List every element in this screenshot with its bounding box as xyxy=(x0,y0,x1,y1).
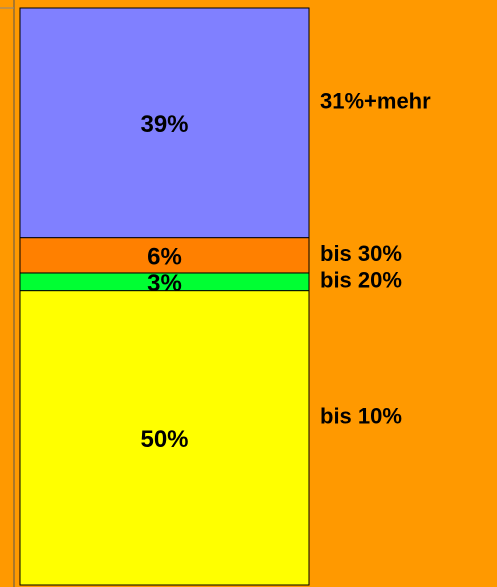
bar-segment xyxy=(19,7,310,239)
legend-label: bis 20% xyxy=(320,268,402,293)
legend-label: bis 10% xyxy=(320,404,402,429)
legend-label: bis 30% xyxy=(320,241,402,266)
bar-segment xyxy=(19,290,310,586)
data-label: 3% xyxy=(147,270,182,297)
bar-segment xyxy=(19,237,310,274)
data-label: 50% xyxy=(140,426,188,453)
data-label: 39% xyxy=(140,111,188,138)
data-label: 6% xyxy=(147,244,182,271)
legend-label: 31%+mehr xyxy=(320,89,431,114)
